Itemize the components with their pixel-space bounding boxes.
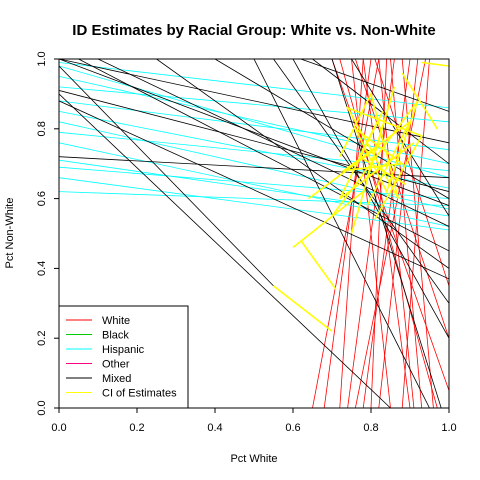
legend-label: White (102, 315, 130, 327)
series-line (331, 59, 442, 408)
y-axis-label: Pct Non-White (4, 198, 16, 269)
series-line (273, 285, 333, 332)
series-line (59, 159, 449, 217)
series-line (308, 145, 380, 200)
x-tick-label: 1.0 (441, 422, 456, 434)
legend-box (58, 305, 189, 409)
series-line (59, 100, 449, 151)
x-axis-label: Pct White (230, 453, 277, 465)
series-line (374, 59, 449, 287)
series-line (59, 59, 449, 206)
legend-label: Other (102, 359, 130, 371)
series-line (59, 100, 449, 280)
series-line (421, 61, 449, 67)
x-tick-label: 0.2 (129, 422, 144, 434)
legend: White Black Hispanic Other Mixed CI of Estima… (58, 305, 189, 409)
series-line (59, 86, 449, 123)
y-tick-label: 0.4 (36, 261, 48, 276)
legend-label: Hispanic (102, 344, 145, 356)
series-line (401, 59, 434, 408)
series-line (78, 59, 449, 252)
series-line (59, 121, 449, 210)
series-line (59, 65, 449, 179)
series-line (339, 59, 438, 408)
legend-label: Mixed (102, 373, 131, 385)
series-line (59, 90, 449, 192)
series-line (253, 59, 430, 408)
series-line (323, 59, 372, 408)
series-line (312, 59, 449, 165)
series-line (300, 59, 449, 112)
y-tick-label: 0.0 (36, 400, 48, 415)
plot-frame (58, 58, 450, 409)
series-line (339, 86, 415, 234)
series-line (300, 240, 337, 290)
series-line (312, 59, 380, 408)
series-layer (59, 59, 449, 408)
legend-label: CI of Estimates (102, 388, 177, 400)
x-tick-label: 0.0 (51, 422, 66, 434)
x-axis: 0.0 0.2 0.4 0.6 0.8 1.0 (51, 408, 457, 434)
series-line (59, 59, 449, 144)
y-tick-label: 0.6 (36, 191, 48, 206)
legend-label: Black (102, 330, 129, 342)
series-ci-of-estimates (273, 61, 449, 332)
series-line (339, 91, 423, 220)
series-line (401, 72, 438, 130)
y-tick-label: 0.8 (36, 121, 48, 136)
series-line (59, 62, 449, 109)
series-line (292, 190, 364, 249)
x-tick-label: 0.8 (363, 422, 378, 434)
series-line (370, 59, 387, 408)
series-line (331, 100, 419, 217)
x-tick-label: 0.6 (285, 422, 300, 434)
series-line (156, 59, 449, 269)
series-line (59, 166, 449, 199)
y-tick-label: 1.0 (36, 51, 48, 66)
series-line (378, 59, 419, 408)
series-line (59, 93, 391, 408)
y-tick-label: 0.2 (36, 331, 48, 346)
y-axis: 0.0 0.2 0.4 0.6 0.8 1.0 (36, 51, 59, 416)
series-line (59, 65, 274, 287)
x-tick-label: 0.4 (207, 422, 222, 434)
series-line (351, 59, 449, 217)
chart-title: ID Estimates by Racial Group: White vs. … (72, 22, 435, 39)
series-line (351, 59, 391, 408)
